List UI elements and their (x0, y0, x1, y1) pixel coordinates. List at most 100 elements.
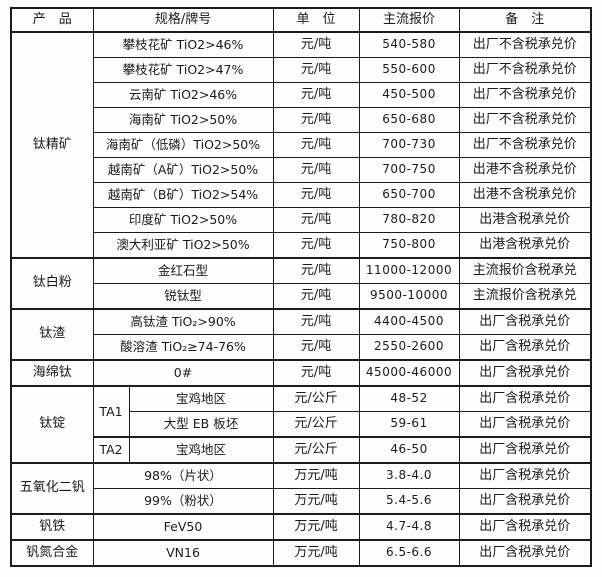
unit-cell: 元/吨 (272, 31, 360, 58)
note-cell: 出厂含税承兑价 (458, 359, 592, 387)
table-row: 澳大利亚矿 TiO2>50% 元/吨 750-800 出港含税承兑价 (11, 232, 592, 259)
price-cell: 540-580 (358, 31, 460, 58)
price-cell: 3.8-4.0 (358, 462, 460, 489)
spec-cell: 酸溶渣 TiO₂≥74-76% (92, 334, 274, 361)
header-product: 产 品 (10, 7, 94, 33)
note-cell: 出厂含税承兑价 (458, 488, 592, 515)
note-cell: 出厂含税承兑价 (458, 436, 592, 464)
note-cell: 出厂含税承兑价 (458, 385, 592, 412)
price-cell: 46-50 (358, 436, 460, 464)
spec-cell: 云南矿 TiO2>46% (92, 82, 274, 108)
spec-cell: 海南矿 TiO2>50% (92, 107, 274, 133)
table-row: 海南矿 TiO2>50% 元/吨 650-680 出厂不含税承兑价 (11, 107, 592, 133)
table-row: TA2 宝鸡地区 元/公斤 46-50 出厂含税承兑价 (11, 436, 592, 464)
note-cell: 出厂含税承兑价 (458, 539, 592, 567)
price-cell: 450-500 (358, 82, 460, 108)
table-row: 钒铁 FeV50 万元/吨 4.7-4.8 出厂含税承兑价 (10, 513, 592, 541)
table-row: 钛渣 高钛渣 TiO₂>90% 元/吨 4400-4500 出厂含税承兑价 (10, 308, 592, 361)
unit-cell: 元/吨 (272, 359, 360, 387)
product-cell: 海绵钛 (10, 359, 94, 387)
price-table: 产 品 规格/牌号 单 位 主流报价 备 注 钛精矿 攀枝花矿 TiO2>46%… (10, 7, 593, 567)
table-row: 酸溶渣 TiO₂≥74-76% 元/吨 2550-2600 出厂含税承兑价 (11, 334, 592, 361)
note-cell: 出港不含税承兑价 (458, 157, 592, 183)
price-cell: 700-730 (358, 132, 460, 158)
unit-cell: 元/吨 (272, 82, 360, 108)
spec-cell: 海南矿（低磷）TiO2>50% (92, 132, 274, 158)
spec-cell: 0# (92, 359, 274, 387)
unit-cell: 元/吨 (272, 57, 360, 83)
price-cell: 650-680 (358, 107, 460, 133)
product-cell: 钛渣 (10, 308, 94, 361)
price-cell: 750-800 (358, 232, 460, 259)
note-cell: 出港含税承兑价 (458, 207, 592, 233)
product-cell: 钒铁 (10, 513, 94, 541)
price-cell: 9500-10000 (358, 283, 460, 310)
unit-cell: 元/吨 (272, 283, 360, 310)
price-cell: 650-700 (358, 182, 460, 208)
table-row: 越南矿（B矿）TiO2>54% 元/吨 650-700 出港不含税承兑价 (11, 182, 592, 208)
price-cell: 550-600 (358, 57, 460, 83)
note-cell: 出厂含税承兑价 (458, 308, 592, 335)
unit-cell: 元/吨 (272, 157, 360, 183)
spec-cell: 攀枝花矿 TiO2>47% (92, 57, 274, 83)
table-row: 99%（粉状） 万元/吨 5.4-5.6 出厂含税承兑价 (11, 488, 592, 515)
price-cell: 4.7-4.8 (358, 513, 460, 541)
unit-cell: 元/吨 (272, 182, 360, 208)
note-cell: 主流报价含税承兑 (458, 257, 592, 284)
note-cell: 出厂不含税承兑价 (458, 31, 592, 58)
spec-cell: 越南矿（B矿）TiO2>54% (92, 182, 274, 208)
product-cell: 五氧化二钒 (10, 462, 94, 515)
price-cell: 59-61 (358, 411, 460, 438)
table-row: 钒氮合金 VN16 万元/吨 6.5-6.6 出厂含税承兑价 (10, 539, 592, 567)
header-unit: 单 位 (272, 7, 360, 33)
note-cell: 出厂含税承兑价 (458, 411, 592, 438)
price-cell: 2550-2600 (358, 334, 460, 361)
table-row: 海南矿（低磷）TiO2>50% 元/吨 700-730 出厂不含税承兑价 (11, 132, 592, 158)
spec-cell: 金红石型 (92, 257, 274, 284)
spec-cell: 高钛渣 TiO₂>90% (92, 308, 274, 335)
grade-cell: TA1 (92, 385, 130, 438)
spec-cell: VN16 (92, 539, 274, 567)
table-row: 攀枝花矿 TiO2>47% 元/吨 550-600 出厂不含税承兑价 (11, 57, 592, 83)
note-cell: 出厂含税承兑价 (458, 462, 592, 489)
spec-cell: 澳大利亚矿 TiO2>50% (92, 232, 274, 259)
unit-cell: 元/吨 (272, 207, 360, 233)
unit-cell: 元/吨 (272, 132, 360, 158)
header-row: 产 品 规格/牌号 单 位 主流报价 备 注 (10, 7, 592, 33)
spec-cell: 99%（粉状） (92, 488, 274, 515)
spec-cell: 大型 EB 板坯 (128, 411, 274, 438)
unit-cell: 万元/吨 (272, 488, 360, 515)
price-cell: 48-52 (358, 385, 460, 412)
note-cell: 出厂不含税承兑价 (458, 132, 592, 158)
note-cell: 出港不含税承兑价 (458, 182, 592, 208)
table-row: 越南矿（A矿）TiO2>50% 元/吨 700-750 出港不含税承兑价 (11, 157, 592, 183)
spec-cell: 印度矿 TiO2>50% (92, 207, 274, 233)
note-cell: 出港含税承兑价 (458, 232, 592, 259)
spec-cell: 宝鸡地区 (128, 385, 274, 412)
note-cell: 主流报价含税承兑 (458, 283, 592, 310)
note-cell: 出厂含税承兑价 (458, 334, 592, 361)
price-cell: 700-750 (358, 157, 460, 183)
table-row: 印度矿 TiO2>50% 元/吨 780-820 出港含税承兑价 (11, 207, 592, 233)
unit-cell: 元/吨 (272, 308, 360, 335)
table-row: 五氧化二钒 98%（片状） 万元/吨 3.8-4.0 出厂含税承兑价 (10, 462, 592, 515)
unit-cell: 万元/吨 (272, 513, 360, 541)
price-cell: 45000-46000 (358, 359, 460, 387)
spec-cell: 98%（片状） (92, 462, 274, 489)
table-row: 海绵钛 0# 元/吨 45000-46000 出厂含税承兑价 (10, 359, 592, 387)
product-cell: 钛精矿 (10, 31, 94, 259)
product-cell: 钛白粉 (10, 257, 94, 310)
table-row: 锐钛型 元/吨 9500-10000 主流报价含税承兑 (11, 283, 592, 310)
spec-cell: 攀枝花矿 TiO2>46% (92, 31, 274, 58)
header-price: 主流报价 (358, 7, 460, 33)
unit-cell: 元/吨 (272, 257, 360, 284)
grade-cell: TA2 (92, 436, 130, 464)
table-row: 钛精矿 攀枝花矿 TiO2>46% 元/吨 540-580 出厂不含税承兑价 (10, 31, 592, 259)
product-cell: 钛锭 (10, 385, 94, 464)
note-cell: 出厂不含税承兑价 (458, 82, 592, 108)
price-cell: 11000-12000 (358, 257, 460, 284)
table-row: 云南矿 TiO2>46% 元/吨 450-500 出厂不含税承兑价 (11, 82, 592, 108)
unit-cell: 元/吨 (272, 107, 360, 133)
unit-cell: 万元/吨 (272, 539, 360, 567)
note-cell: 出厂含税承兑价 (458, 513, 592, 541)
